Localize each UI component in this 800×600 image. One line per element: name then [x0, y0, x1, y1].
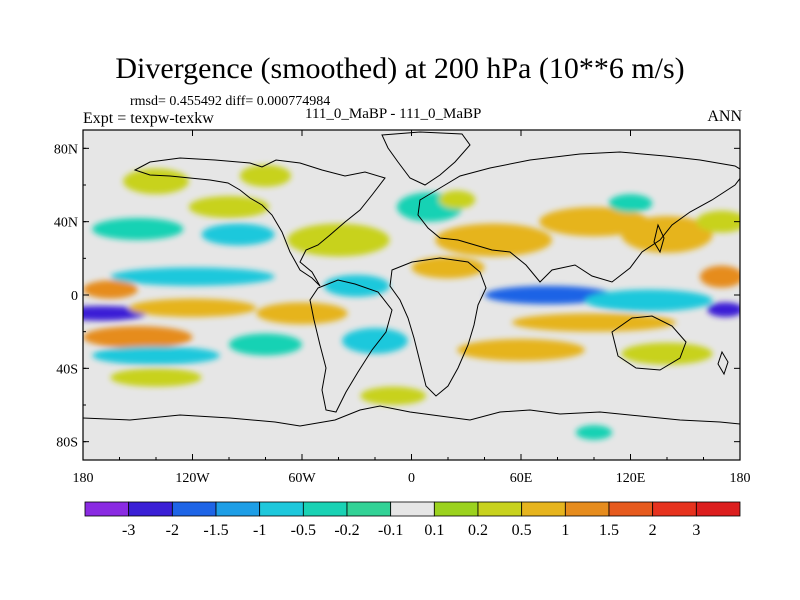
field-blob — [699, 265, 740, 288]
field-blob — [342, 328, 408, 354]
field-blob — [435, 223, 553, 257]
x-tick-label: 120E — [616, 471, 646, 486]
field-blob — [707, 302, 740, 317]
season-label: ANN — [707, 108, 742, 125]
south-america-outline — [309, 279, 393, 413]
colorbar-label: 2 — [649, 522, 657, 539]
divergence-field — [83, 164, 740, 440]
field-blob — [438, 190, 476, 209]
field-blob — [360, 386, 427, 406]
colorbar-swatch — [608, 501, 654, 517]
x-axis: 180 120W 60W 0 60E 120E 180 — [73, 130, 751, 486]
x-tick-label: 60E — [510, 471, 533, 486]
colorbar-label: -0.1 — [378, 522, 403, 539]
rmsd-diff-stats: rmsd= 0.455492 diff= 0.000774984 — [130, 94, 331, 109]
coastlines — [83, 131, 740, 427]
colorbar-swatch — [695, 501, 741, 517]
colorbar-label: -1.5 — [203, 522, 228, 539]
colorbar-label: -3 — [122, 522, 135, 539]
new-zealand-outline — [717, 350, 729, 376]
colorbar-label: 0.2 — [468, 522, 488, 539]
field-blob — [92, 218, 184, 240]
field-blob — [188, 196, 270, 218]
field-blob — [110, 368, 202, 387]
colorbar: -3 -2 -1.5 -1 -0.5 -0.2 -0.1 0.1 0.2 0.5 1 1.5 2 3 — [84, 501, 741, 539]
chart-title: Divergence (smoothed) at 200 hPa (10**6 … — [115, 52, 685, 85]
field-blob — [201, 223, 275, 246]
colorbar-swatch — [302, 501, 348, 517]
field-blob — [484, 285, 613, 305]
field-blob — [539, 207, 649, 237]
colorbar-swatch — [390, 501, 435, 517]
y-tick-label: 40N — [54, 216, 78, 231]
field-blob — [92, 346, 220, 365]
y-tick-label: 80N — [54, 142, 78, 157]
y-axis: 80N 40N 0 40S 80S — [54, 142, 740, 451]
japan-outline — [653, 223, 665, 254]
colorbar-swatch — [259, 501, 304, 517]
x-tick-label: 180 — [730, 471, 751, 486]
field-blob — [128, 298, 257, 318]
field-blob — [575, 425, 613, 440]
colorbar-label: 3 — [692, 522, 700, 539]
colorbar-label: 0.1 — [424, 522, 444, 539]
y-tick-label: 80S — [56, 436, 78, 451]
field-blob — [621, 216, 713, 253]
field-blob — [110, 267, 275, 286]
field-blob — [256, 302, 348, 325]
colorbar-swatch — [433, 501, 479, 517]
colorbar-label: -2 — [166, 522, 179, 539]
field-blob — [123, 168, 189, 195]
colorbar-label: -0.2 — [334, 522, 359, 539]
antarctica-outline — [83, 405, 740, 427]
colorbar-swatch — [477, 501, 523, 517]
experiment-label: Expt = texpw-texkw — [83, 110, 214, 127]
field-blob — [83, 326, 193, 349]
colorbar-label: -0.5 — [291, 522, 316, 539]
australia-outline — [611, 315, 687, 371]
field-blob — [229, 333, 302, 356]
field-blob — [584, 289, 713, 312]
eurasia-outline — [417, 151, 740, 283]
africa-outline — [389, 257, 487, 397]
field-blob — [696, 210, 740, 233]
x-tick-label: 120W — [175, 471, 210, 486]
field-blob — [411, 256, 485, 279]
colorbar-label: 1 — [561, 522, 569, 539]
colorbar-swatch — [128, 501, 173, 517]
field-blob — [83, 280, 138, 299]
colorbar-swatch — [346, 501, 392, 517]
y-tick-label: 40S — [56, 362, 78, 377]
colorbar-label: 0.5 — [512, 522, 532, 539]
colorbar-swatch — [521, 501, 566, 517]
colorbar-swatch — [652, 501, 697, 517]
colorbar-label: 1.5 — [599, 522, 619, 539]
field-blob — [621, 342, 713, 365]
field-blob — [239, 164, 292, 187]
case-comparison-label: 111_0_MaBP - 111_0_MaBP — [305, 106, 482, 122]
field-blob — [457, 339, 585, 361]
colorbar-swatch — [215, 501, 261, 517]
colorbar-label: -1 — [253, 522, 266, 539]
field-blob — [608, 194, 653, 213]
x-tick-label: 60W — [288, 471, 316, 486]
x-tick-label: 0 — [408, 471, 415, 486]
colorbar-swatch — [171, 501, 217, 517]
colorbar-swatch — [84, 501, 130, 517]
x-tick-label: 180 — [73, 471, 94, 486]
field-blob — [287, 223, 390, 257]
colorbar-swatch — [564, 501, 610, 517]
north-america-outline — [133, 157, 386, 287]
greenland-outline — [381, 131, 471, 186]
y-tick-label: 0 — [71, 289, 78, 304]
